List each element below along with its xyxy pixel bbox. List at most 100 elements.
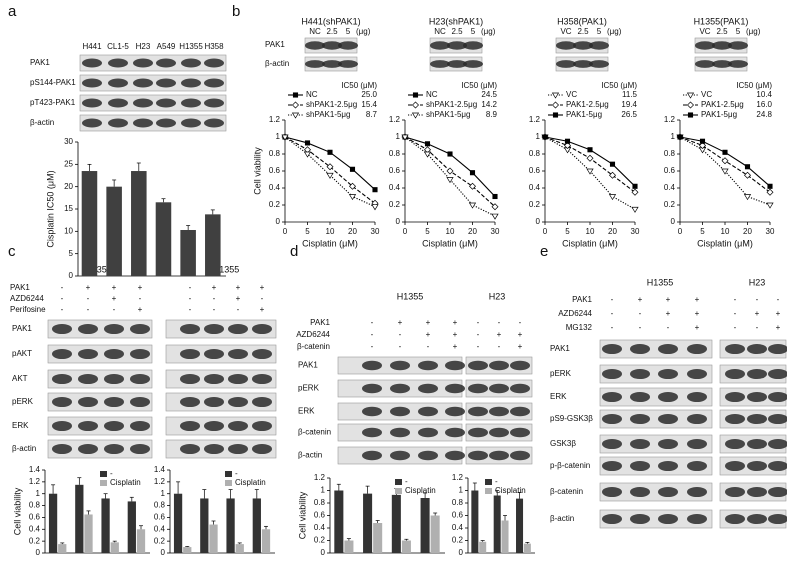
y-tick-label: 0 <box>161 548 166 557</box>
sign: + <box>695 295 700 304</box>
band <box>687 368 707 380</box>
band <box>602 368 622 380</box>
ic50-title: IC50 (μM) <box>341 81 377 90</box>
marker <box>744 171 751 179</box>
unit-label: (μg) <box>607 27 622 36</box>
sign: - <box>61 283 64 292</box>
sign: - <box>371 318 374 327</box>
band <box>712 60 732 68</box>
y-tick-label: 0.2 <box>664 200 676 209</box>
bar <box>226 498 235 553</box>
sign: + <box>666 309 671 318</box>
lane-label: 2.5 <box>326 27 338 36</box>
band <box>468 427 488 438</box>
row-label: ERK <box>12 421 29 430</box>
band <box>52 420 72 432</box>
y-tick-label: 0.8 <box>154 501 166 510</box>
marker <box>587 147 593 153</box>
band <box>322 60 342 68</box>
legend-swatch <box>395 488 402 494</box>
ic50-value: 26.5 <box>621 110 637 119</box>
band <box>252 420 272 432</box>
lane-label: 2.5 <box>577 27 589 36</box>
x-tick-label: 30 <box>491 227 500 236</box>
group-title: H1355 <box>647 277 674 287</box>
band <box>445 406 465 417</box>
y-tick-label: 1.2 <box>452 473 464 482</box>
sign: + <box>236 294 241 303</box>
marker <box>721 157 729 165</box>
marker <box>446 167 454 175</box>
band <box>468 450 488 461</box>
band <box>768 513 787 525</box>
bar <box>183 547 192 553</box>
ic50-value: 15.4 <box>361 100 377 109</box>
panel-letter: d <box>290 243 298 260</box>
band <box>445 360 465 371</box>
bar <box>430 515 440 553</box>
blot <box>599 339 713 359</box>
row-label: ERK <box>550 392 567 401</box>
band <box>468 383 488 394</box>
band <box>695 60 715 68</box>
band <box>602 413 622 425</box>
blot <box>47 416 153 436</box>
band <box>658 368 678 380</box>
sign: - <box>87 294 90 303</box>
y-tick-label: 0.4 <box>29 524 41 533</box>
bar <box>75 484 84 553</box>
sign: + <box>212 283 217 292</box>
marker <box>424 141 431 147</box>
sign: - <box>477 330 480 339</box>
y-tick-label: 0.6 <box>314 511 326 520</box>
sign: - <box>371 330 374 339</box>
band <box>204 348 224 360</box>
band <box>768 343 787 355</box>
band <box>489 383 509 394</box>
band <box>104 443 124 455</box>
treatment-label: AZD6244 <box>296 330 330 339</box>
band <box>728 60 748 68</box>
sign: - <box>734 295 737 304</box>
marker <box>766 188 774 196</box>
bar <box>501 520 509 553</box>
band <box>362 427 382 438</box>
band <box>228 396 248 408</box>
band <box>630 368 650 380</box>
band <box>104 396 124 408</box>
row-label: β-actin <box>12 444 36 453</box>
legend-label: VC <box>566 90 577 99</box>
y-tick-label: 1.2 <box>389 115 401 124</box>
band <box>630 343 650 355</box>
band <box>204 323 224 335</box>
marker <box>348 194 357 201</box>
band <box>418 360 438 371</box>
x-axis-label: Cisplatin (μM) <box>562 238 618 248</box>
ic50-value: 14.2 <box>481 100 497 109</box>
bar <box>252 498 261 553</box>
bar <box>420 498 430 553</box>
band <box>130 420 150 432</box>
band <box>204 420 224 432</box>
blot <box>47 439 153 459</box>
band <box>78 443 98 455</box>
band <box>180 443 200 455</box>
band <box>82 98 102 108</box>
band <box>52 443 72 455</box>
bar <box>401 540 411 553</box>
band <box>658 343 678 355</box>
band <box>556 41 576 50</box>
x-axis-label: Cisplatin (μM) <box>697 238 753 248</box>
series-line <box>404 136 496 217</box>
marker <box>292 101 299 109</box>
marker <box>744 164 751 170</box>
band <box>180 348 200 360</box>
band <box>252 443 272 455</box>
x-tick-label: 30 <box>371 227 380 236</box>
marker <box>722 149 728 155</box>
y-tick-label: 0 <box>459 548 464 557</box>
legend-label: Cisplatin <box>235 478 266 487</box>
y-tick-label: 0.4 <box>452 523 464 532</box>
band <box>104 420 124 432</box>
band <box>447 41 467 50</box>
